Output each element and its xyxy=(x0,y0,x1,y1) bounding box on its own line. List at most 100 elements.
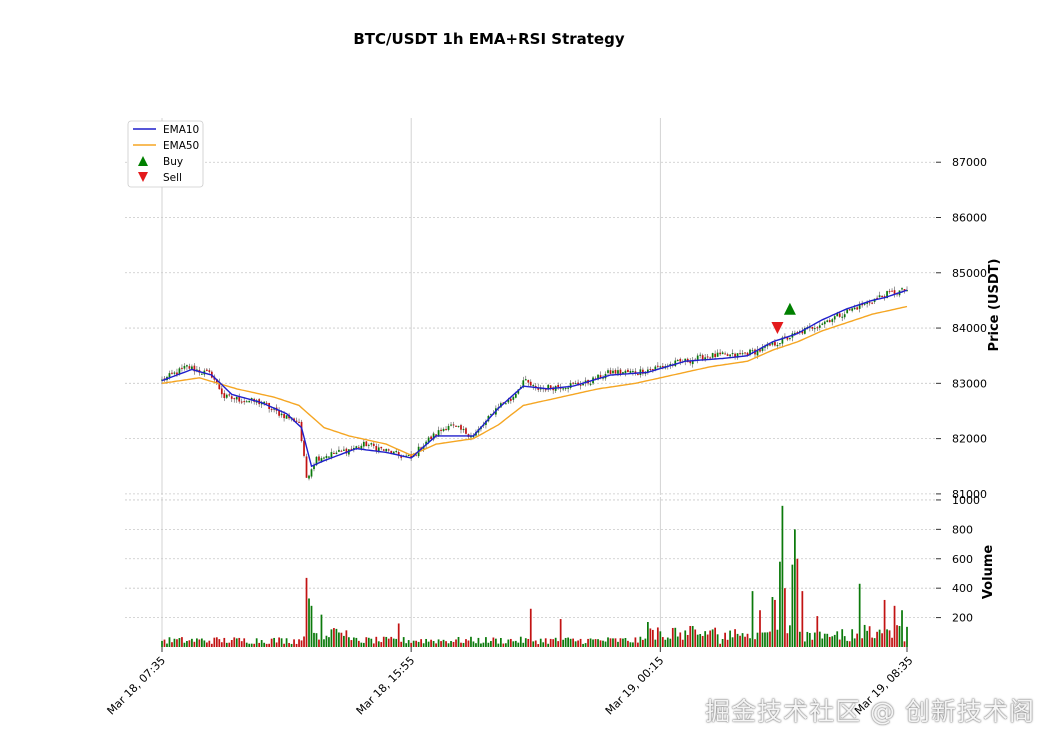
candle-body xyxy=(225,394,228,398)
volume-bar xyxy=(749,638,751,647)
volume-bar xyxy=(305,577,308,647)
volume-bar xyxy=(883,599,886,647)
volume-bar xyxy=(549,638,552,647)
volume-bar xyxy=(260,640,263,647)
volume-bar xyxy=(714,627,717,647)
candle-body xyxy=(893,290,896,295)
volume-bar xyxy=(415,640,418,647)
candle-body xyxy=(659,366,662,368)
candle-body xyxy=(323,457,325,459)
candle-body xyxy=(721,352,724,355)
volume-bar xyxy=(602,640,604,647)
volume-bar xyxy=(330,629,333,647)
volume-bar xyxy=(333,628,335,647)
volume-bar xyxy=(619,638,622,647)
candle-body xyxy=(574,383,577,385)
volume-bar xyxy=(517,642,520,647)
candle-body xyxy=(308,475,310,479)
volume-bar xyxy=(427,641,430,647)
volume-bar xyxy=(442,639,445,647)
candle-body xyxy=(455,425,457,427)
volume-bar xyxy=(392,638,395,647)
candle-body xyxy=(851,308,854,311)
candle-body xyxy=(856,307,859,310)
volume-bar xyxy=(303,636,305,647)
candle-body xyxy=(415,454,418,456)
candle-body xyxy=(529,381,532,386)
volume-bar xyxy=(480,643,482,647)
volume-bar xyxy=(455,639,457,647)
candle-body xyxy=(861,303,864,306)
volume-bar xyxy=(200,638,203,647)
candle-body xyxy=(181,367,183,369)
volume-bar xyxy=(300,640,303,647)
volume-bar xyxy=(370,638,373,647)
volume-bar xyxy=(405,643,408,647)
candle-body xyxy=(796,332,799,334)
volume-bar xyxy=(841,629,844,647)
price-panel: 81000 82000 83000 84000 85000 86000 87000 xyxy=(125,118,987,501)
candle-body xyxy=(813,328,816,330)
candle-body xyxy=(699,354,702,356)
volume-bar xyxy=(527,638,530,647)
candle-body xyxy=(437,430,440,437)
candle-body xyxy=(490,414,492,416)
volume-bar xyxy=(776,629,779,647)
volume-bar xyxy=(497,643,500,647)
candle-body xyxy=(208,370,211,372)
candle-body xyxy=(285,415,288,419)
volume-bar xyxy=(295,643,298,647)
candle-body xyxy=(794,332,796,335)
volume-bar xyxy=(739,635,741,647)
volume-bar xyxy=(298,639,300,647)
candle-body xyxy=(774,341,776,346)
candle-body xyxy=(674,360,677,367)
candle-body xyxy=(629,370,632,373)
candle-body xyxy=(330,452,333,458)
candle-body xyxy=(706,356,709,358)
candle-body xyxy=(622,372,624,374)
volume-bar xyxy=(644,638,647,647)
candle-body xyxy=(507,399,510,403)
volume-bar xyxy=(385,636,388,647)
volume-bar xyxy=(719,643,721,647)
volume-bar xyxy=(445,641,447,647)
candle-body xyxy=(627,369,629,373)
candle-body xyxy=(609,370,612,374)
candle-body xyxy=(305,456,308,478)
volume-bar xyxy=(569,638,572,647)
candle-body xyxy=(597,374,599,380)
volume-bar xyxy=(838,639,841,647)
candle-body xyxy=(741,353,744,355)
candle-body xyxy=(248,400,251,403)
volume-bar xyxy=(245,642,248,647)
candle-body xyxy=(432,433,435,440)
candle-body xyxy=(333,452,335,454)
volume-bar xyxy=(642,639,644,647)
candle-body xyxy=(220,388,223,395)
candle-body xyxy=(744,352,746,354)
candle-body xyxy=(661,366,664,368)
volume-bar xyxy=(716,634,719,647)
volume-bar xyxy=(744,636,746,647)
volume-bar xyxy=(878,629,881,647)
volume-bar xyxy=(522,642,525,647)
candle-body xyxy=(173,372,176,374)
volume-bar xyxy=(866,630,869,647)
candle-body xyxy=(218,381,221,390)
volume-bar xyxy=(270,638,273,647)
volume-bar xyxy=(574,641,577,647)
volume-bar xyxy=(846,640,849,647)
candle-body xyxy=(696,355,699,360)
volume-bar xyxy=(726,639,729,647)
candle-body xyxy=(719,352,721,355)
volume-bar xyxy=(599,640,602,647)
volume-bar xyxy=(308,598,310,647)
candle-body xyxy=(263,401,266,404)
volume-bar xyxy=(176,639,178,647)
volume-bar xyxy=(761,632,764,647)
volume-bar xyxy=(597,639,599,647)
candle-body xyxy=(238,396,241,402)
volume-bar xyxy=(345,630,348,647)
candle-body xyxy=(736,353,739,358)
